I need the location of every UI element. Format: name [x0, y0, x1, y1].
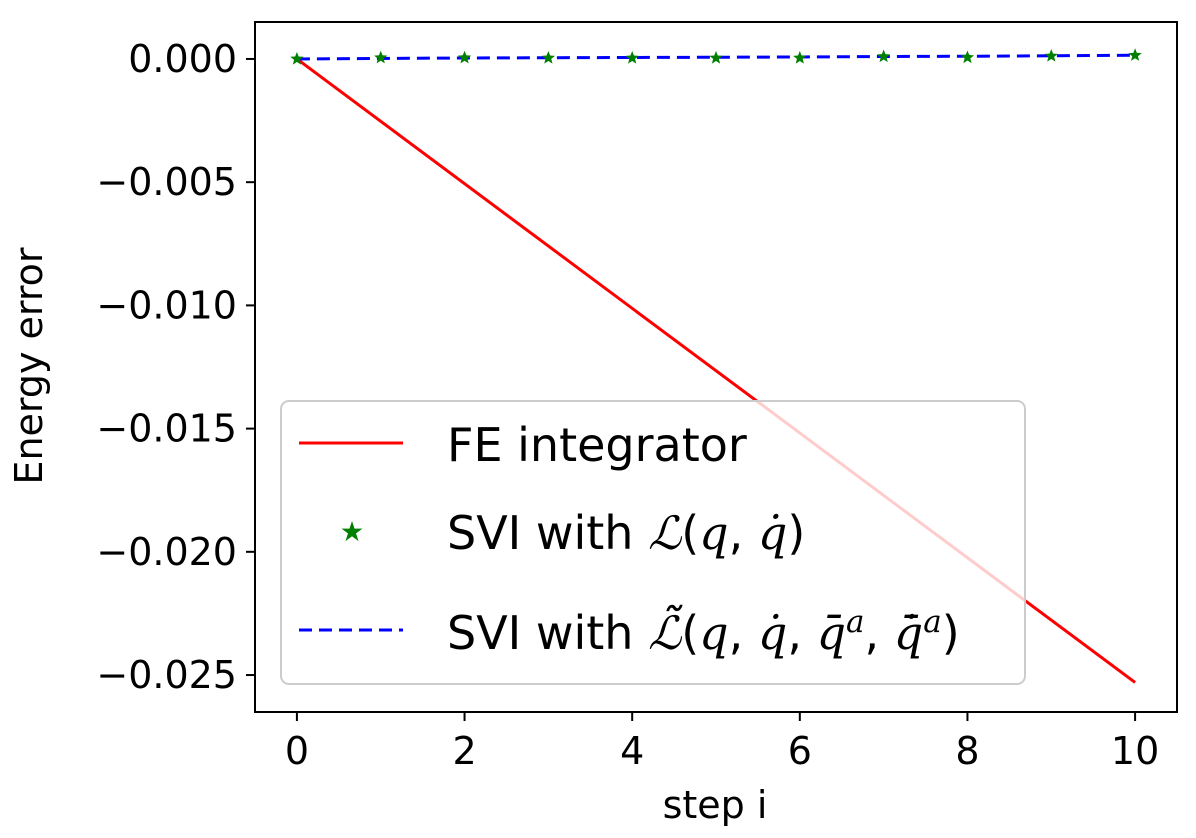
svi-data-point — [457, 50, 472, 64]
svi-data-point — [709, 50, 723, 64]
x-tick-label: 2 — [452, 729, 476, 773]
plot-frame — [254, 21, 1178, 713]
y-tick-label: 0.000 — [128, 37, 237, 81]
svi-data-point — [1128, 48, 1142, 61]
legend-box — [280, 400, 1026, 685]
x-ticks: 0 2 4 6 8 10 — [285, 712, 1159, 773]
x-tick-label: 10 — [1111, 729, 1159, 773]
svi-data-point — [625, 50, 639, 64]
svi-data-point — [876, 49, 891, 63]
y-tick-label: −0.020 — [96, 530, 237, 574]
legend-svi-tilde-label: SVI with ℒ̃(q, q̇, q̄a, q̄̇a) — [447, 604, 960, 660]
svi-data-point — [374, 50, 388, 64]
x-tick-label: 8 — [955, 729, 979, 773]
x-tick-label: 6 — [788, 729, 812, 773]
y-tick-label: −0.015 — [96, 407, 237, 451]
legend-fe-label: FE integrator — [447, 418, 747, 472]
svi-data-point — [541, 50, 556, 64]
x-axis-label: step i — [663, 783, 768, 827]
legend-svi-swatch — [341, 521, 363, 542]
svi-data-point — [793, 50, 807, 64]
y-tick-label: −0.025 — [96, 653, 237, 697]
legend-svi-label: SVI with ℒ(q, q̇) — [447, 506, 805, 560]
x-tick-label: 4 — [620, 729, 644, 773]
x-tick-label: 0 — [285, 729, 309, 773]
y-tick-label: −0.010 — [96, 283, 237, 327]
svi-data-point — [290, 51, 304, 65]
legend: FE integrator SVI with ℒ(q, q̇) SVI with… — [280, 400, 1026, 685]
svi-data-point — [960, 50, 975, 64]
svi-data-point — [1044, 49, 1058, 62]
y-tick-label: −0.005 — [96, 160, 237, 204]
y-ticks: 0.000 −0.005 −0.010 −0.015 −0.020 −0.025 — [96, 37, 255, 697]
y-axis-label: Energy error — [7, 247, 51, 484]
